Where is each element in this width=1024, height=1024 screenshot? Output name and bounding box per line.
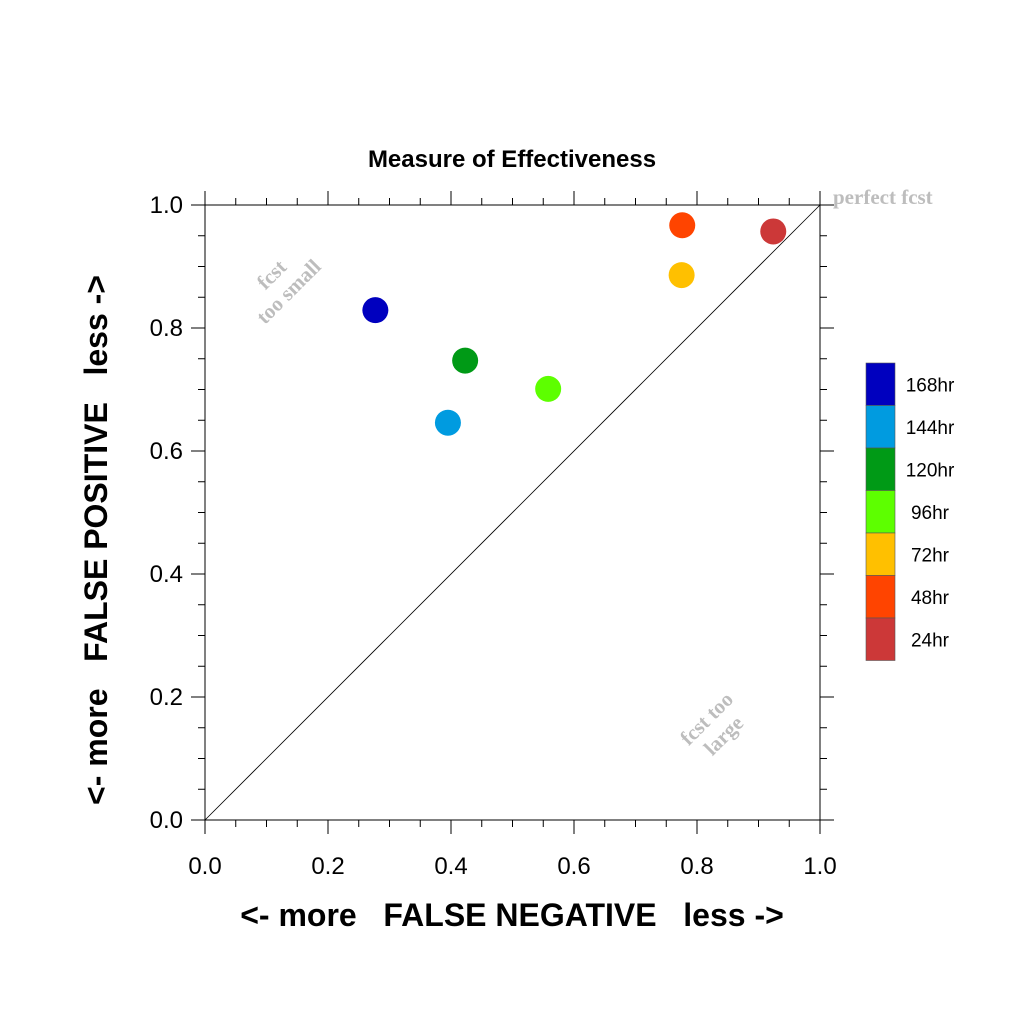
legend-label-96hr: 96hr: [911, 503, 950, 524]
y-tick-label: 0.4: [150, 561, 183, 588]
legend-swatch-120hr: [865, 447, 896, 491]
legend-swatch-48hr: [865, 575, 896, 619]
legend-swatch-72hr: [865, 532, 896, 576]
y-tick-label: 0.8: [150, 315, 183, 342]
tick-labels: 0.0 0.2 0.4 0.6 0.8 1.0 0.0 0.2 0.4 0.6 0.8 1.0: [150, 192, 837, 880]
plot-area: 0.0 0.2 0.4 0.6 0.8 1.0 0.0 0.2 0.4 0.6 0.8 1.0: [150, 191, 837, 880]
chart-title: Measure of Effectiveness: [368, 146, 656, 173]
legend-label-48hr: 48hr: [911, 588, 950, 609]
legend-label-24hr: 24hr: [911, 630, 950, 651]
y-tick-label: 0.2: [150, 684, 183, 711]
legend-label-72hr: 72hr: [911, 545, 950, 566]
legend-label-144hr: 144hr: [906, 418, 955, 439]
annotation-too-large: fcst too large: [675, 687, 748, 760]
data-points: [362, 212, 787, 436]
legend-swatch-96hr: [865, 490, 896, 534]
y-axis-title: <- more FALSE POSITIVE less ->: [78, 275, 114, 805]
tick-marks: [191, 191, 834, 834]
diagonal-line: [204, 204, 821, 821]
x-tick-label: 0.4: [434, 853, 467, 880]
x-tick-label: 0.6: [557, 853, 590, 880]
legend-swatch-144hr: [865, 405, 896, 449]
x-tick-label: 0.2: [311, 853, 344, 880]
legend: 168hr 144hr 120hr 96hr 72hr 48hr 24hr: [865, 362, 955, 661]
point-24hr: [760, 218, 787, 245]
x-axis-title: <- more FALSE NEGATIVE less ->: [240, 897, 784, 933]
annotation-perfect-fcst: perfect fcst: [833, 185, 933, 209]
x-tick-label: 1.0: [803, 853, 836, 880]
legend-label-120hr: 120hr: [906, 460, 955, 481]
point-48hr: [669, 212, 696, 239]
legend-swatch-24hr: [865, 617, 896, 661]
point-144hr: [434, 409, 461, 436]
y-tick-label: 0.0: [150, 807, 183, 834]
point-96hr: [535, 375, 562, 402]
x-tick-label: 0.8: [680, 853, 713, 880]
annotation-too-small: fcst too small: [251, 254, 325, 328]
point-72hr: [668, 262, 695, 289]
legend-swatch-168hr: [865, 362, 896, 406]
legend-label-168hr: 168hr: [906, 375, 955, 396]
point-120hr: [452, 347, 479, 374]
y-tick-label: 0.6: [150, 438, 183, 465]
x-tick-label: 0.0: [188, 853, 221, 880]
point-168hr: [362, 297, 389, 324]
y-tick-label: 1.0: [150, 192, 183, 219]
